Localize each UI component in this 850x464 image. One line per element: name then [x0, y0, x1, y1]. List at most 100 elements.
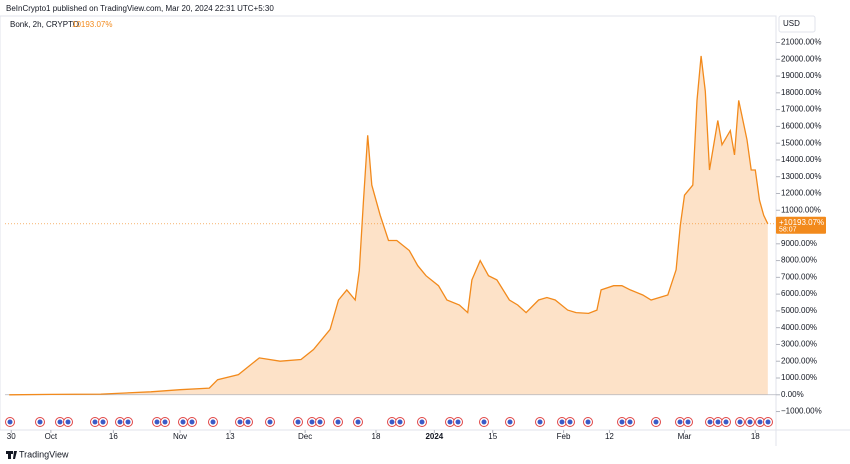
last-value-label: +10193.07%	[779, 218, 824, 227]
event-flag	[395, 417, 405, 427]
event-flag	[721, 417, 731, 427]
flag-inner	[585, 419, 591, 425]
flag-inner	[237, 419, 243, 425]
flag-inner	[125, 419, 131, 425]
y-tick-label: 5000.00%	[781, 306, 817, 315]
logo: TradingView	[6, 449, 69, 459]
footer: TradingView	[19, 449, 69, 459]
y-tick-label: −1000.00%	[781, 407, 822, 416]
flag-inner	[507, 419, 513, 425]
x-tick-label: 13	[226, 432, 235, 441]
event-flag	[735, 417, 745, 427]
y-tick-label: 13000.00%	[781, 172, 821, 181]
flag-inner	[559, 419, 565, 425]
flag-inner	[295, 419, 301, 425]
y-tick-label: 4000.00%	[781, 323, 817, 332]
event-flag	[713, 417, 723, 427]
event-flag	[353, 417, 363, 427]
event-flag	[535, 417, 545, 427]
flag-inner	[677, 419, 683, 425]
flag-inner	[707, 419, 713, 425]
flag-inner	[389, 419, 395, 425]
currency: USD	[783, 19, 800, 28]
flag-inner	[537, 419, 543, 425]
flag-inner	[92, 419, 98, 425]
x-tick-label: 18	[751, 432, 760, 441]
flag-inner	[57, 419, 63, 425]
event-flag	[763, 417, 773, 427]
y-tick-label: 19000.00%	[781, 71, 821, 80]
x-tick-label: Nov	[173, 432, 187, 441]
publisher: BeInCrypto1 published on TradingView.com…	[6, 4, 274, 13]
flag-inner	[619, 419, 625, 425]
event-flag	[187, 417, 197, 427]
logo-mark	[6, 451, 17, 459]
x-tick-label: Oct	[45, 432, 58, 441]
event-flag	[115, 417, 125, 427]
flag-inner	[180, 419, 186, 425]
event-flag	[235, 417, 245, 427]
flag-inner	[757, 419, 763, 425]
flag-inner	[267, 419, 273, 425]
y-tick-label: 21000.00%	[781, 38, 821, 47]
flag-inner	[447, 419, 453, 425]
flag-inner	[455, 419, 461, 425]
y-tick-label: 15000.00%	[781, 138, 821, 147]
flag-inner	[65, 419, 71, 425]
event-flag	[160, 417, 170, 427]
flag-inner	[723, 419, 729, 425]
flag-inner	[481, 419, 487, 425]
flag-inner	[309, 419, 315, 425]
y-tick-label: 0.00%	[781, 390, 804, 399]
flag-inner	[685, 419, 691, 425]
event-flag	[565, 417, 575, 427]
y-tick-label: 6000.00%	[781, 289, 817, 298]
flag-inner	[245, 419, 251, 425]
x-tick-label: 16	[109, 432, 118, 441]
event-flag	[243, 417, 253, 427]
flag-inner	[37, 419, 43, 425]
event-flag	[315, 417, 325, 427]
event-flag	[265, 417, 275, 427]
x-tick-label: Dec	[298, 432, 312, 441]
header-value: 10193.07%	[72, 20, 112, 29]
flag-inner	[567, 419, 573, 425]
flag-inner	[715, 419, 721, 425]
event-flag	[178, 417, 188, 427]
flag-inner	[317, 419, 323, 425]
flag-inner	[7, 419, 13, 425]
event-flag	[617, 417, 627, 427]
countdown: 58:07	[779, 227, 797, 234]
event-flag	[479, 417, 489, 427]
flag-inner	[162, 419, 168, 425]
event-flag	[583, 417, 593, 427]
event-flag	[98, 417, 108, 427]
flag-inner	[335, 419, 341, 425]
event-flag	[651, 417, 661, 427]
y-tick-label: 16000.00%	[781, 121, 821, 130]
y-tick-label: 18000.00%	[781, 88, 821, 97]
currency-box	[778, 15, 816, 33]
flag-inner	[117, 419, 123, 425]
flag-inner	[355, 419, 361, 425]
flag-inner	[737, 419, 743, 425]
flag-inner	[747, 419, 753, 425]
event-flag	[625, 417, 635, 427]
event-flag	[333, 417, 343, 427]
flag-inner	[210, 419, 216, 425]
event-flag	[417, 417, 427, 427]
y-tick-label: 14000.00%	[781, 155, 821, 164]
y-tick-label: 11000.00%	[781, 205, 821, 214]
event-flag	[5, 417, 15, 427]
event-flag	[208, 417, 218, 427]
flag-inner	[765, 419, 771, 425]
y-tick-label: 2000.00%	[781, 356, 817, 365]
y-tick-label: 9000.00%	[781, 239, 817, 248]
event-flag	[683, 417, 693, 427]
event-flag	[35, 417, 45, 427]
last-value-box	[776, 216, 826, 234]
x-tick-label: 12	[605, 432, 614, 441]
area-fill	[9, 55, 768, 395]
y-tick-label: 20000.00%	[781, 54, 821, 63]
flag-inner	[100, 419, 106, 425]
